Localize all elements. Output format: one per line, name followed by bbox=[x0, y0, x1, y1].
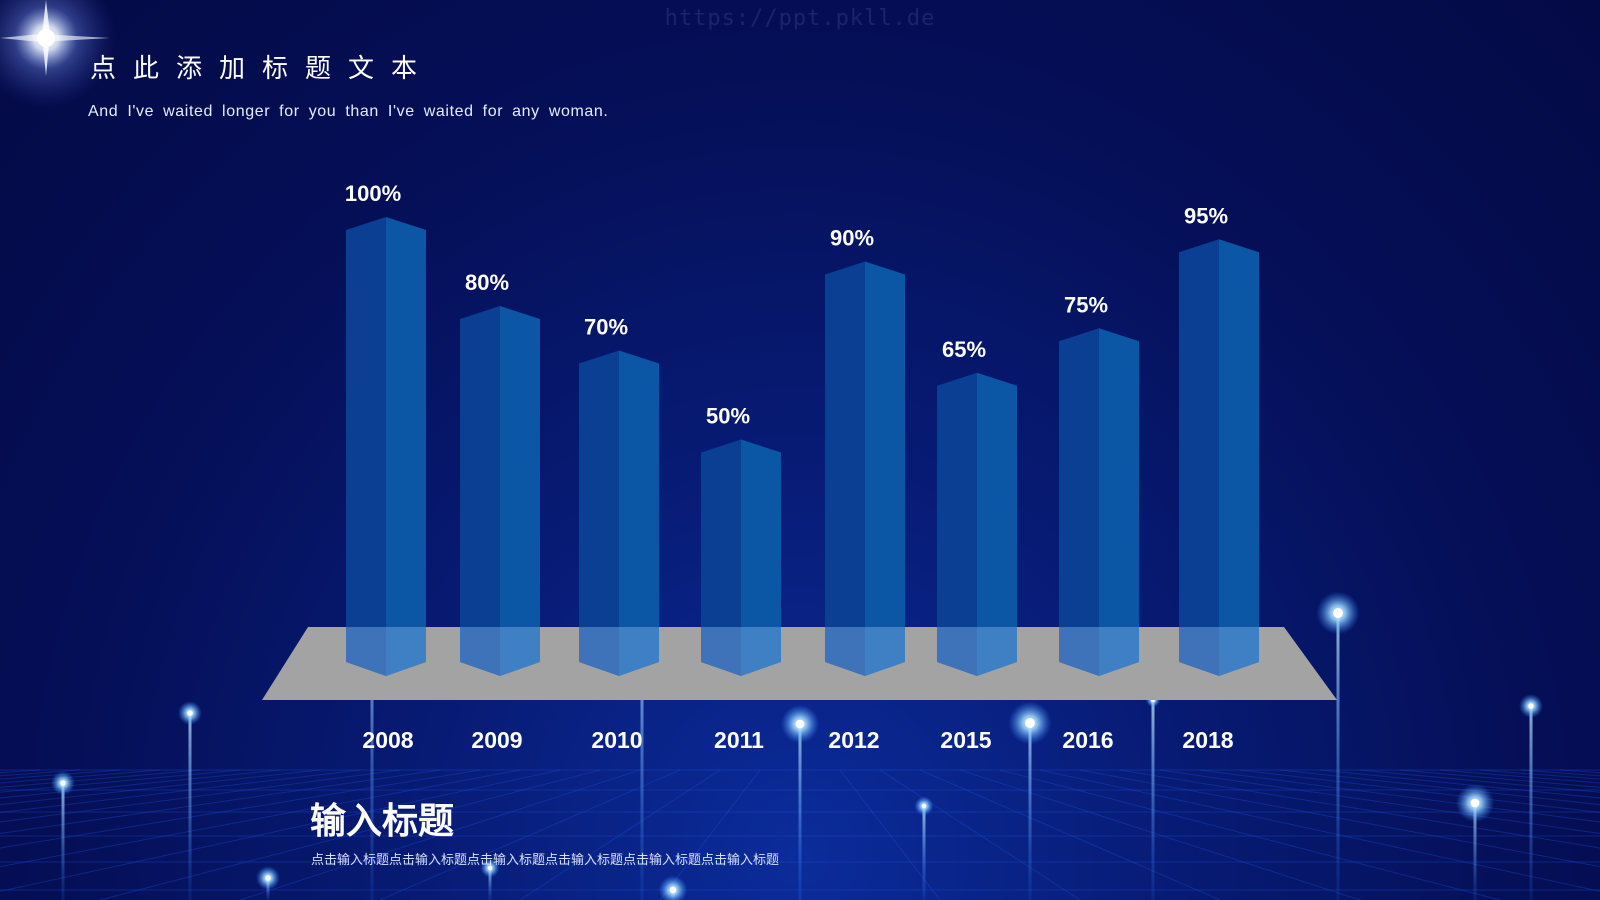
bar-front bbox=[346, 217, 386, 676]
bar-value-label: 100% bbox=[345, 181, 401, 206]
bar-base-tint bbox=[1179, 627, 1259, 676]
bar-value-label: 80% bbox=[465, 270, 509, 295]
bar-value-label: 70% bbox=[584, 315, 628, 340]
bar-2018 bbox=[1179, 239, 1259, 676]
page-subtitle: And I've waited longer for you than I've… bbox=[88, 103, 609, 120]
bar-2016 bbox=[1059, 328, 1139, 676]
bar-base-tint bbox=[701, 627, 781, 676]
category-label: 2010 bbox=[591, 727, 642, 753]
category-label: 2016 bbox=[1062, 727, 1113, 753]
page-title: 点此添加标题文本 bbox=[90, 54, 435, 84]
bars-layer: 100% 2008 80% 2009 70% 2010 50% 2011 90% 2012 65% 2… bbox=[345, 181, 1259, 753]
bar-2010 bbox=[579, 350, 659, 676]
bar-value-label: 50% bbox=[706, 404, 750, 429]
bar-value-label: 65% bbox=[942, 337, 986, 362]
bar-value-label: 75% bbox=[1064, 292, 1108, 317]
bar-side bbox=[500, 306, 540, 676]
lens-flare-icon bbox=[0, 0, 116, 108]
watermark: https://ppt.pkll.de bbox=[664, 6, 936, 31]
bar-side bbox=[386, 217, 426, 676]
bar-value-label: 90% bbox=[830, 226, 874, 251]
bar-2015 bbox=[937, 372, 1017, 676]
bar-value-label: 95% bbox=[1184, 203, 1228, 228]
category-label: 2011 bbox=[714, 727, 764, 753]
bar-side bbox=[977, 372, 1017, 676]
bar-front bbox=[1059, 328, 1099, 676]
bar-2008 bbox=[346, 217, 426, 676]
bar-side bbox=[619, 350, 659, 676]
section-body: 点击输入标题点击输入标题点击输入标题点击输入标题点击输入标题点击输入标题 bbox=[311, 853, 780, 868]
bar-base-tint bbox=[346, 627, 426, 676]
bar-side bbox=[1099, 328, 1139, 676]
bar-base-tint bbox=[937, 627, 1017, 676]
bar-front bbox=[825, 261, 865, 676]
bar-base-tint bbox=[460, 627, 540, 676]
bar-2012 bbox=[825, 261, 905, 676]
bar-front bbox=[579, 350, 619, 676]
bar-side bbox=[865, 261, 905, 676]
category-label: 2018 bbox=[1182, 727, 1233, 753]
category-label: 2015 bbox=[940, 727, 991, 753]
category-label: 2008 bbox=[362, 727, 413, 753]
bar-base-tint bbox=[825, 627, 905, 676]
bar-side bbox=[741, 439, 781, 676]
bar-front bbox=[937, 372, 977, 676]
bar-front bbox=[701, 439, 741, 676]
bar-2009 bbox=[460, 306, 540, 676]
bar-base-tint bbox=[579, 627, 659, 676]
bar-2011 bbox=[701, 439, 781, 676]
bar-front bbox=[1179, 239, 1219, 676]
category-label: 2009 bbox=[471, 727, 522, 753]
section-title: 输入标题 bbox=[310, 801, 455, 842]
category-label: 2012 bbox=[828, 727, 879, 753]
bar-side bbox=[1219, 239, 1259, 676]
bar-base-tint bbox=[1059, 627, 1139, 676]
bar-front bbox=[460, 306, 500, 676]
